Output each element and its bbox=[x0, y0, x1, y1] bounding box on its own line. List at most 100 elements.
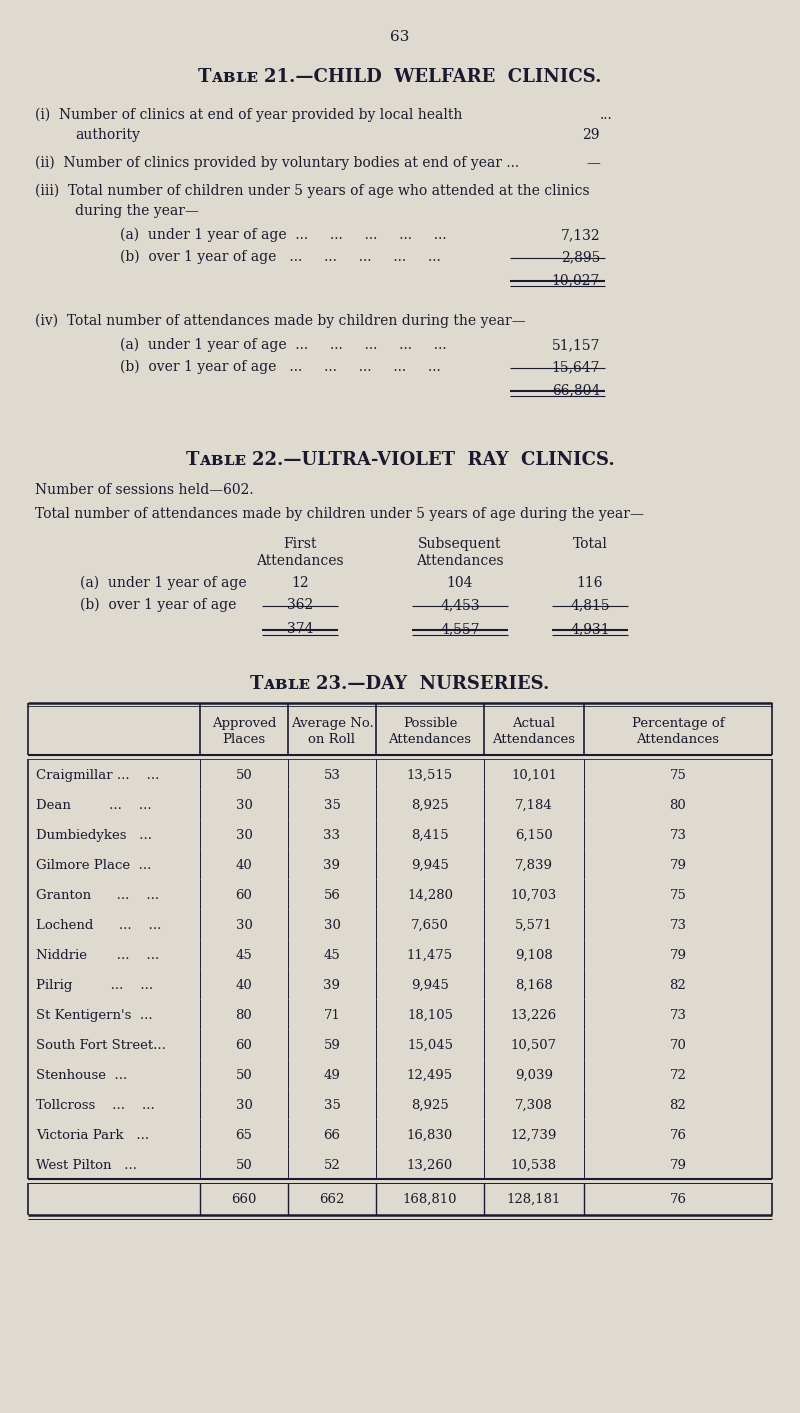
Text: 50: 50 bbox=[236, 1070, 252, 1082]
Text: 6,150: 6,150 bbox=[515, 829, 553, 842]
Text: authority: authority bbox=[75, 129, 140, 141]
Text: (b)  over 1 year of age: (b) over 1 year of age bbox=[80, 598, 236, 612]
Text: 8,925: 8,925 bbox=[411, 1099, 449, 1112]
Text: 10,703: 10,703 bbox=[511, 889, 557, 901]
Text: 73: 73 bbox=[670, 829, 686, 842]
Text: 29: 29 bbox=[582, 129, 600, 141]
Text: (iv)  Total number of attendances made by children during the year—: (iv) Total number of attendances made by… bbox=[35, 314, 526, 328]
Text: 9,108: 9,108 bbox=[515, 950, 553, 962]
Text: 15,045: 15,045 bbox=[407, 1039, 453, 1053]
Text: 13,515: 13,515 bbox=[407, 769, 453, 781]
Text: First: First bbox=[283, 537, 317, 551]
Text: —: — bbox=[586, 155, 600, 170]
Text: Actual: Actual bbox=[513, 716, 555, 731]
Text: 4,931: 4,931 bbox=[570, 622, 610, 636]
Text: Lochend      ...    ...: Lochend ... ... bbox=[36, 918, 162, 933]
Text: 7,184: 7,184 bbox=[515, 798, 553, 812]
Text: 79: 79 bbox=[670, 1159, 686, 1171]
Text: 8,415: 8,415 bbox=[411, 829, 449, 842]
Text: 65: 65 bbox=[235, 1129, 253, 1142]
Text: 50: 50 bbox=[236, 769, 252, 781]
Text: 30: 30 bbox=[235, 798, 253, 812]
Text: 4,815: 4,815 bbox=[570, 598, 610, 612]
Text: (b)  over 1 year of age   ...     ...     ...     ...     ...: (b) over 1 year of age ... ... ... ... .… bbox=[120, 250, 441, 264]
Text: (b)  over 1 year of age   ...     ...     ...     ...     ...: (b) over 1 year of age ... ... ... ... .… bbox=[120, 360, 441, 374]
Text: 7,839: 7,839 bbox=[515, 859, 553, 872]
Text: 8,925: 8,925 bbox=[411, 798, 449, 812]
Text: Subsequent: Subsequent bbox=[418, 537, 502, 551]
Text: 10,507: 10,507 bbox=[511, 1039, 557, 1053]
Text: Percentage of: Percentage of bbox=[632, 716, 724, 731]
Text: 73: 73 bbox=[670, 918, 686, 933]
Text: 660: 660 bbox=[231, 1193, 257, 1207]
Text: Tᴀʙʟᴇ 22.—ULTRA-VIOLET  RAY  CLINICS.: Tᴀʙʟᴇ 22.—ULTRA-VIOLET RAY CLINICS. bbox=[186, 451, 614, 469]
Text: Average No.: Average No. bbox=[290, 716, 374, 731]
Text: (ii)  Number of clinics provided by voluntary bodies at end of year ...: (ii) Number of clinics provided by volun… bbox=[35, 155, 519, 171]
Text: 40: 40 bbox=[236, 979, 252, 992]
Text: on Roll: on Roll bbox=[309, 733, 355, 746]
Text: Tᴀʙʟᴇ 23.—DAY  NURSERIES.: Tᴀʙʟᴇ 23.—DAY NURSERIES. bbox=[250, 675, 550, 692]
Text: 51,157: 51,157 bbox=[551, 338, 600, 352]
Text: 75: 75 bbox=[670, 889, 686, 901]
Text: Attendances: Attendances bbox=[493, 733, 575, 746]
Text: during the year—: during the year— bbox=[75, 203, 199, 218]
Text: 30: 30 bbox=[235, 918, 253, 933]
Text: (iii)  Total number of children under 5 years of age who attended at the clinics: (iii) Total number of children under 5 y… bbox=[35, 184, 590, 198]
Text: 14,280: 14,280 bbox=[407, 889, 453, 901]
Text: Possible: Possible bbox=[403, 716, 457, 731]
Text: Gilmore Place  ...: Gilmore Place ... bbox=[36, 859, 151, 872]
Text: West Pilton   ...: West Pilton ... bbox=[36, 1159, 137, 1171]
Text: 60: 60 bbox=[235, 1039, 253, 1053]
Text: 45: 45 bbox=[236, 950, 252, 962]
Text: 8,168: 8,168 bbox=[515, 979, 553, 992]
Text: 80: 80 bbox=[236, 1009, 252, 1022]
Text: (a)  under 1 year of age  ...     ...     ...     ...     ...: (a) under 1 year of age ... ... ... ... … bbox=[120, 227, 446, 243]
Text: 9,945: 9,945 bbox=[411, 979, 449, 992]
Text: 59: 59 bbox=[323, 1039, 341, 1053]
Text: 35: 35 bbox=[323, 1099, 341, 1112]
Text: 10,101: 10,101 bbox=[511, 769, 557, 781]
Text: 13,226: 13,226 bbox=[511, 1009, 557, 1022]
Text: South Fort Street...: South Fort Street... bbox=[36, 1039, 166, 1053]
Text: Total: Total bbox=[573, 537, 607, 551]
Text: 82: 82 bbox=[670, 1099, 686, 1112]
Text: 128,181: 128,181 bbox=[507, 1193, 561, 1207]
Text: 72: 72 bbox=[670, 1070, 686, 1082]
Text: 70: 70 bbox=[670, 1039, 686, 1053]
Text: (i)  Number of clinics at end of year provided by local health: (i) Number of clinics at end of year pro… bbox=[35, 107, 462, 123]
Text: 63: 63 bbox=[390, 30, 410, 44]
Text: 82: 82 bbox=[670, 979, 686, 992]
Text: 16,830: 16,830 bbox=[407, 1129, 453, 1142]
Text: 662: 662 bbox=[319, 1193, 345, 1207]
Text: 39: 39 bbox=[323, 979, 341, 992]
Text: 30: 30 bbox=[235, 1099, 253, 1112]
Text: 7,308: 7,308 bbox=[515, 1099, 553, 1112]
Text: Attendances: Attendances bbox=[416, 554, 504, 568]
Text: Places: Places bbox=[222, 733, 266, 746]
Text: Attendances: Attendances bbox=[637, 733, 719, 746]
Text: St Kentigern's  ...: St Kentigern's ... bbox=[36, 1009, 153, 1022]
Text: 12,495: 12,495 bbox=[407, 1070, 453, 1082]
Text: 18,105: 18,105 bbox=[407, 1009, 453, 1022]
Text: 53: 53 bbox=[323, 769, 341, 781]
Text: 30: 30 bbox=[323, 918, 341, 933]
Text: 15,647: 15,647 bbox=[551, 360, 600, 374]
Text: Niddrie       ...    ...: Niddrie ... ... bbox=[36, 950, 159, 962]
Text: Tollcross    ...    ...: Tollcross ... ... bbox=[36, 1099, 154, 1112]
Text: 35: 35 bbox=[323, 798, 341, 812]
Text: (a)  under 1 year of age  ...     ...     ...     ...     ...: (a) under 1 year of age ... ... ... ... … bbox=[120, 338, 446, 352]
Text: 66,804: 66,804 bbox=[552, 383, 600, 397]
Text: Total number of attendances made by children under 5 years of age during the yea: Total number of attendances made by chil… bbox=[35, 507, 644, 521]
Text: Victoria Park   ...: Victoria Park ... bbox=[36, 1129, 149, 1142]
Text: 374: 374 bbox=[286, 622, 314, 636]
Text: 104: 104 bbox=[446, 577, 474, 591]
Text: Approved: Approved bbox=[212, 716, 276, 731]
Text: 5,571: 5,571 bbox=[515, 918, 553, 933]
Text: 12: 12 bbox=[291, 577, 309, 591]
Text: 49: 49 bbox=[323, 1070, 341, 1082]
Text: 30: 30 bbox=[235, 829, 253, 842]
Text: 7,650: 7,650 bbox=[411, 918, 449, 933]
Text: 10,538: 10,538 bbox=[511, 1159, 557, 1171]
Text: 75: 75 bbox=[670, 769, 686, 781]
Text: Granton      ...    ...: Granton ... ... bbox=[36, 889, 159, 901]
